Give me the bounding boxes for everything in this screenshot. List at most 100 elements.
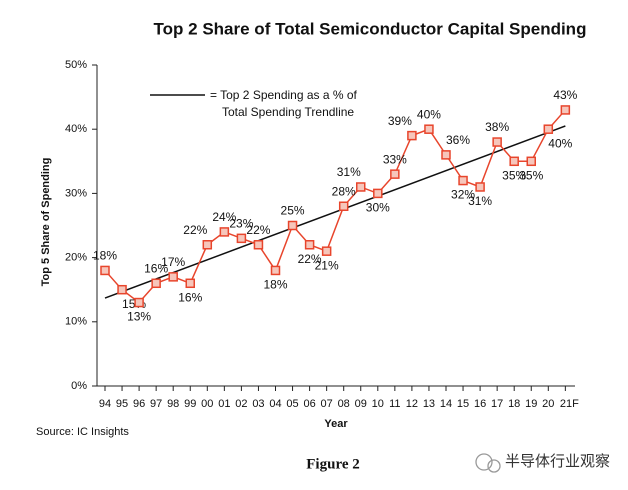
point [560,105,571,115]
data-label: 33% [383,152,407,166]
caption: Figure 2 [306,456,359,472]
data-label: 18% [93,249,117,263]
data-label: 25% [281,204,305,218]
point [390,169,400,179]
data-label: 23% [229,217,253,231]
data-label: 22% [246,223,270,237]
x-tick-label: 11 [389,398,400,410]
data-label: 35% [519,168,543,182]
point [236,233,247,244]
source: Source: IC Insights [36,426,129,438]
y-tick-label: 30% [65,187,87,199]
data-label: 31% [468,194,492,208]
watermark: 半导体行业观察 [505,452,610,470]
x-tick-label: 16 [474,398,486,410]
point [338,201,349,211]
point [492,137,502,147]
y-tick-label: 50% [65,59,87,71]
data-label: 13% [127,310,151,324]
data-label: 24% [212,210,236,224]
point [151,278,161,289]
data-label: 32% [451,188,475,202]
x-tick-label: 17 [491,398,503,410]
point [202,240,213,250]
data-label: 21% [315,258,339,272]
point [321,246,332,256]
series-line [104,109,566,304]
point [458,175,468,186]
y-tick-label: 10% [65,316,87,328]
x-tick-label: 03 [252,398,264,410]
point [407,130,417,141]
y-tick-label: 20% [65,252,87,264]
point [475,182,485,192]
x-tick-label: 21F [560,398,579,410]
data-label: 39% [388,114,412,128]
data-label: 43% [553,88,577,102]
legend-text: = Top 2 Spending as a % of [210,88,358,102]
x-tick-label: 10 [372,398,384,410]
y-axis-title: Top 5 Share of Spending [40,158,52,287]
x-tick-label: 95 [116,398,128,410]
x-tick-label: 99 [184,398,196,410]
x-tick-label: 13 [423,398,435,410]
point [117,284,127,295]
y-tick-label: 0% [71,380,87,392]
x-tick-label: 01 [218,398,230,410]
data-label: 40% [417,107,441,121]
x-tick-label: 04 [269,398,281,410]
point [168,272,178,282]
point [287,220,298,231]
watermark-circle [487,459,501,473]
x-tick-label: 05 [286,398,298,410]
legend-text: Total Spending Trendline [222,105,354,119]
data-label: 18% [263,278,287,292]
x-tick-label: 06 [303,398,315,410]
point [304,240,315,250]
x-tick-label: 96 [133,398,145,410]
data-label: 38% [485,120,509,134]
data-label: 35% [502,168,526,182]
x-tick-label: 09 [355,398,367,410]
data-label: 16% [178,290,202,304]
x-tick-label: 15 [457,398,469,410]
x-tick-label: 07 [321,398,333,410]
point [185,278,195,289]
watermark-icon [475,453,501,473]
point [526,156,536,167]
trendline [104,125,566,299]
x-tick-label: 14 [440,398,452,410]
x-tick-label: 97 [150,398,162,410]
x-tick-label: 12 [406,398,418,410]
data-label: 40% [548,136,572,150]
x-axis-title: Year [324,418,348,430]
point [253,240,264,250]
x-tick-label: 18 [508,398,520,410]
data-label: 22% [298,252,322,266]
x-tick-label: 00 [201,398,213,410]
point [219,227,230,237]
data-label: 31% [337,165,361,179]
x-tick-label: 98 [167,398,179,410]
point [509,156,519,167]
data-label: 16% [144,261,168,275]
x-tick-label: 94 [99,398,111,410]
point [373,188,383,199]
data-label: 28% [332,184,356,198]
data-label: 36% [446,133,470,147]
point [543,124,554,134]
point [424,124,434,134]
point [356,182,366,192]
point [441,150,451,160]
point [100,265,110,276]
point [270,265,281,276]
chart-title: Top 2 Share of Total Semiconductor Capit… [154,19,587,38]
data-label: 17% [161,255,185,269]
x-tick-label: 02 [235,398,247,410]
data-label: 30% [366,201,390,215]
data-label: 22% [183,223,207,237]
y-tick-label: 40% [65,123,87,135]
x-tick-label: 19 [525,398,537,410]
watermark-circle [475,453,493,471]
